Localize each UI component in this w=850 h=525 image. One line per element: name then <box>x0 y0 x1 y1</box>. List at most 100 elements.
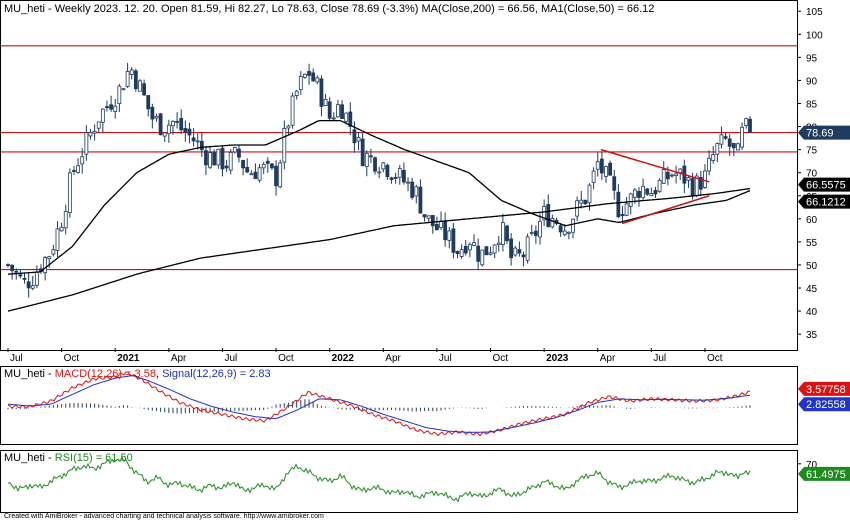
candle-body <box>497 243 500 244</box>
rsi-title-symbol: MU_heti - <box>4 452 55 464</box>
x-tick-label: Oct <box>707 353 723 364</box>
candle-body <box>369 156 372 157</box>
price-y-tick-label: 105 <box>806 7 823 18</box>
candle-body <box>151 107 154 119</box>
macd-value-label: 3.57758 <box>798 382 850 396</box>
candle-body <box>320 79 323 107</box>
price-title-symbol: MU_heti <box>4 3 45 15</box>
candle-body <box>374 158 377 171</box>
candle-body <box>130 70 133 75</box>
candle-body <box>270 164 273 168</box>
candle-body <box>666 172 669 179</box>
candle-body <box>580 200 583 203</box>
candle-body <box>679 169 682 172</box>
price-y-axis: 35404550556065707580859095100105 <box>797 7 823 341</box>
candle-body <box>534 231 537 235</box>
candle-body <box>188 129 191 135</box>
candle-body <box>229 152 232 170</box>
candle-body <box>258 168 261 180</box>
candle-body <box>176 121 179 122</box>
candle-body <box>345 113 348 121</box>
candle-body <box>114 106 117 111</box>
candle-body <box>419 187 422 213</box>
candle-body <box>592 171 595 183</box>
candle-body <box>77 166 80 173</box>
candle-body <box>650 193 653 195</box>
candle-body <box>427 216 430 218</box>
candle-body <box>266 161 269 163</box>
candle-body <box>316 78 319 82</box>
candle-body <box>411 182 414 197</box>
ma200-label: 66.5575 <box>798 178 850 192</box>
candle-body <box>159 114 162 135</box>
price-y-tick-label: 55 <box>806 238 818 249</box>
candle-body <box>571 219 574 232</box>
candle-body <box>460 250 463 257</box>
candle-body <box>415 187 418 196</box>
candle-body <box>584 200 587 203</box>
candle-body <box>250 174 253 175</box>
price-y-tick-label: 35 <box>806 330 818 341</box>
candle-body <box>407 182 410 183</box>
candle-body <box>510 239 513 258</box>
candle-body <box>209 153 212 168</box>
candle-body <box>308 71 311 75</box>
candle-body <box>600 159 603 173</box>
x-tick-label: Oct <box>278 353 294 364</box>
candle-body <box>539 222 542 237</box>
candle-body <box>435 224 438 229</box>
candle-body <box>163 133 166 136</box>
candle-body <box>35 272 38 285</box>
candle-body <box>431 215 434 225</box>
candle-body <box>378 172 381 173</box>
candle-body <box>233 147 236 152</box>
candle-body <box>741 127 744 147</box>
price-y-tick-label: 85 <box>806 99 818 110</box>
candle-body <box>291 96 294 125</box>
candle-body <box>312 73 315 81</box>
candle-body <box>675 174 678 176</box>
candle-body <box>97 122 100 128</box>
candle-body <box>506 226 509 241</box>
candle-body <box>361 139 364 166</box>
rsi-pane: 70 MU_heti - RSI(15) = 61.50 61.4975 <box>1 451 850 513</box>
candle-body <box>180 118 183 129</box>
candle-body <box>118 86 121 103</box>
candle-body <box>567 232 570 233</box>
candle-body <box>712 154 715 160</box>
price-y-tick-label: 45 <box>806 284 818 295</box>
candle-body <box>353 130 356 143</box>
candle-body <box>68 173 71 213</box>
candle-body <box>283 129 286 163</box>
candle-body <box>444 222 447 240</box>
rsi-value-label-text: 61.4975 <box>806 469 846 481</box>
candle-body <box>105 107 108 108</box>
candle-body <box>613 177 616 191</box>
candle-body <box>398 169 401 178</box>
price-y-tick-label: 90 <box>806 76 818 87</box>
candle-body <box>588 185 591 202</box>
x-tick-label: 2023 <box>546 353 569 364</box>
candle-body <box>52 250 55 254</box>
ma200-label-text: 66.5575 <box>806 180 846 192</box>
candle-body <box>658 180 661 191</box>
candle-body <box>134 71 137 89</box>
candle-body <box>724 137 727 139</box>
price-y-tick-label: 100 <box>806 30 823 41</box>
candle-body <box>489 253 492 255</box>
candle-body <box>485 247 488 255</box>
candle-body <box>204 151 207 165</box>
signal-title-text: Signal(12,26,9) = 2.83 <box>162 368 271 380</box>
candle-body <box>167 125 170 133</box>
candle-body <box>81 157 84 164</box>
candle-body <box>448 231 451 240</box>
candle-body <box>171 121 174 125</box>
candle-body <box>390 178 393 180</box>
candle-body <box>217 149 220 165</box>
candle-body <box>633 190 636 197</box>
candle-body <box>477 246 480 261</box>
candle-body <box>468 245 471 250</box>
